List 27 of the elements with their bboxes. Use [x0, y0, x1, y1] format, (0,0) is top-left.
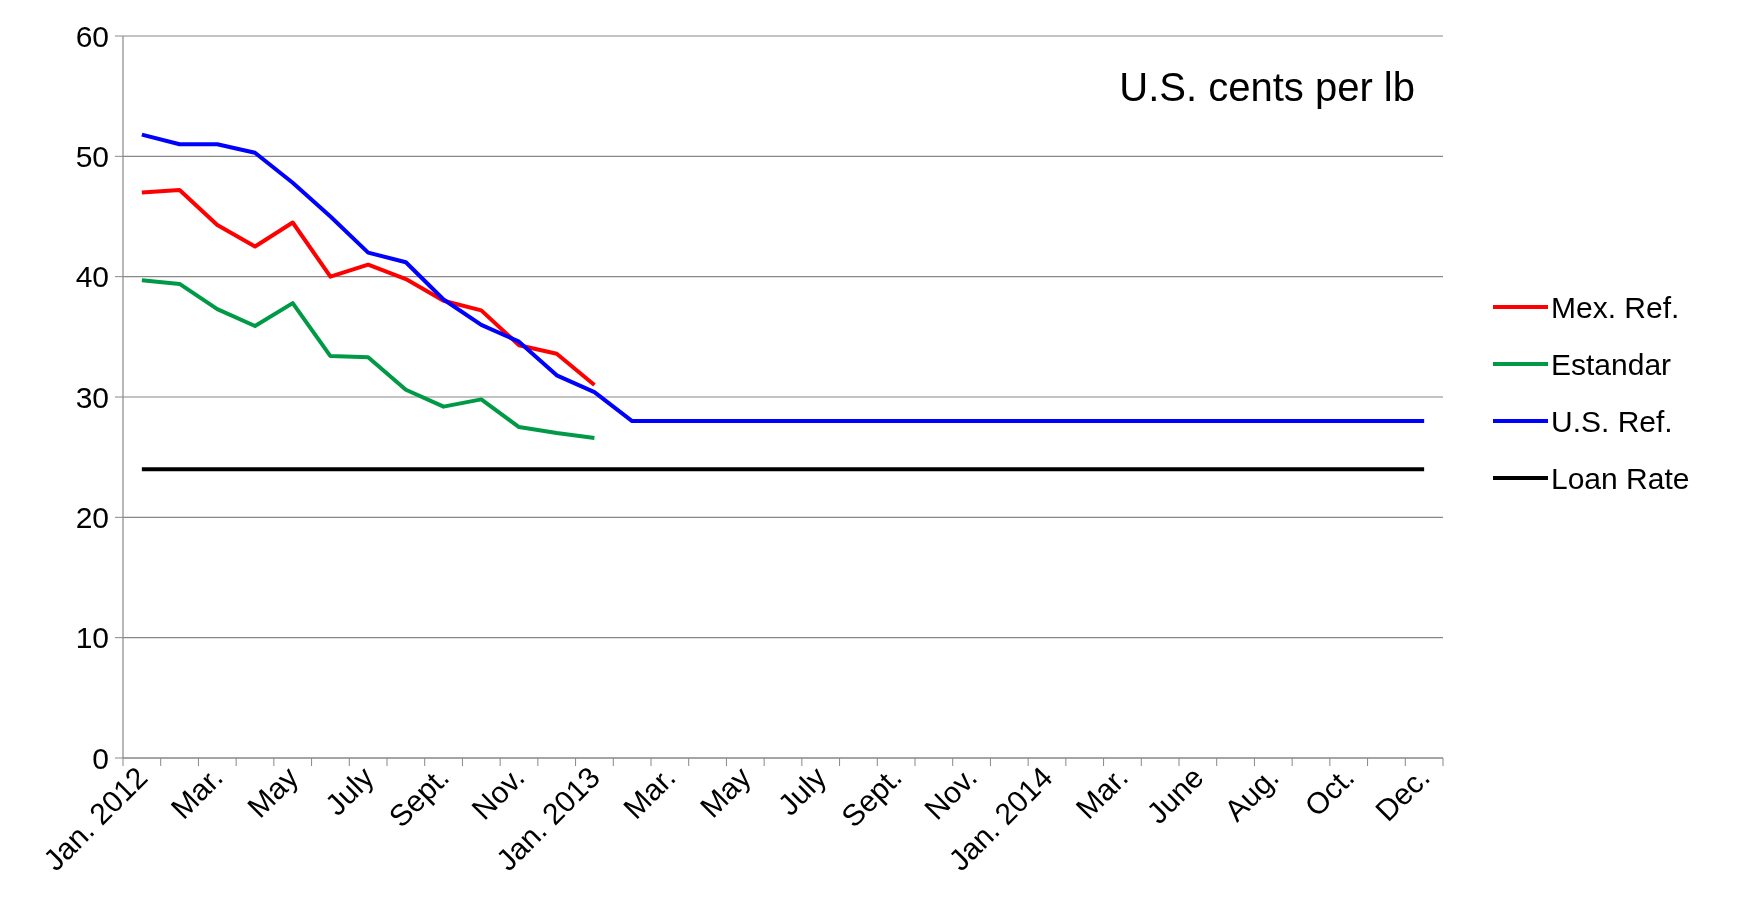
x-tick-label: Nov. — [917, 760, 984, 826]
y-tick-label: 50 — [75, 139, 109, 173]
legend-label: Loan Rate — [1551, 461, 1690, 495]
text: U.S. cents per lb — [1119, 65, 1415, 109]
y-tick-label: 30 — [75, 380, 109, 414]
x-tick-label: Dec. — [1368, 760, 1436, 828]
legend-label: Estandar — [1551, 347, 1672, 381]
y-tick-label: 0 — [92, 741, 109, 775]
line-series — [139, 278, 597, 440]
y-tick-label: 60 — [75, 19, 109, 53]
x-tick-label: Oct. — [1298, 760, 1361, 823]
x-tick-label: Mar. — [164, 760, 229, 825]
x-tick-label: Nov. — [465, 760, 531, 826]
x-tick-label: May — [240, 760, 305, 824]
y-tick-label: 40 — [75, 260, 109, 294]
y-tick-label: 20 — [75, 500, 109, 534]
x-tick-label: July — [771, 760, 833, 822]
x-tick-label: July — [318, 760, 380, 822]
legend-label: U.S. Ref. — [1551, 404, 1673, 438]
x-tick-label: May — [693, 760, 757, 824]
y-tick-label: 10 — [75, 621, 109, 655]
legend-label: Mex. Ref. — [1551, 290, 1680, 324]
line-series — [139, 188, 597, 387]
x-tick-label: Aug. — [1217, 760, 1285, 828]
x-tick-label: Mar. — [1069, 760, 1135, 825]
x-tick-label: Mar. — [616, 760, 682, 825]
line-series — [139, 132, 1427, 424]
